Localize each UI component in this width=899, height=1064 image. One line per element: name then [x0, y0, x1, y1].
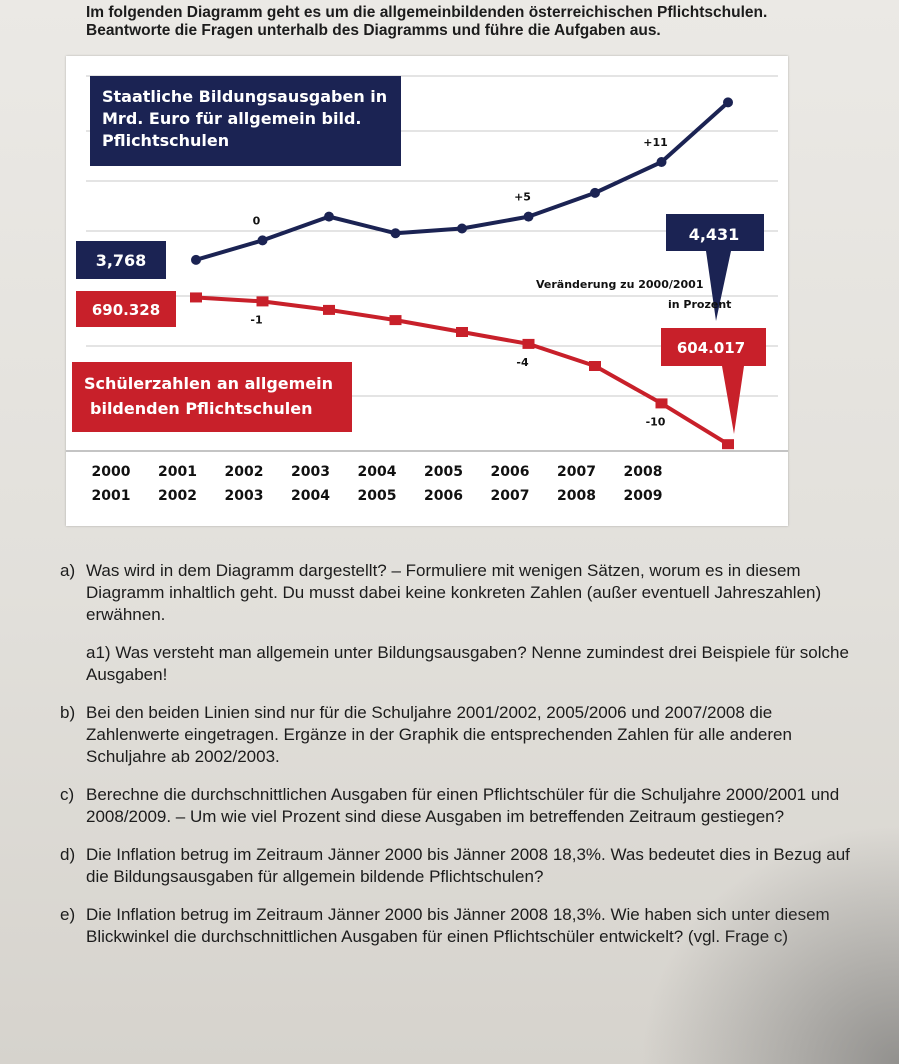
chart: Staatliche Bildungsausgaben in Mrd. Euro…: [66, 56, 788, 526]
question-d: d) Die Inflation betrug im Zeitraum Jänn…: [60, 844, 860, 888]
change-annotation-line-2: in Prozent: [668, 298, 731, 311]
value-box-bg: [76, 291, 176, 327]
value-label-students-start: 690.328: [92, 301, 160, 319]
legend-expenditure-line-1: Staatliche Bildungsausgaben in: [102, 87, 387, 106]
data-point: [522, 338, 535, 349]
value-label-expenditure-start: 3,768: [96, 251, 147, 270]
question-label: a1): [86, 643, 111, 662]
x-tick-label: 2006: [424, 488, 463, 504]
question-text: Was wird in dem Diagramm dargestellt? – …: [86, 561, 822, 624]
data-point: [457, 223, 467, 234]
intro-text: Im folgenden Diagramm geht es um die all…: [86, 4, 886, 40]
data-point: [723, 97, 733, 108]
data-point: [191, 254, 201, 265]
x-tick-label: 2000: [92, 464, 131, 480]
percent-change-label: -10: [646, 415, 666, 428]
legend-expenditure: Staatliche Bildungsausgaben in Mrd. Euro…: [90, 76, 401, 166]
legend-students-line-1: Schülerzahlen an allgemein: [84, 374, 333, 393]
question-body: Was versteht man allgemein unter Bildung…: [86, 643, 849, 684]
question-label: e): [60, 905, 76, 924]
question-text-a1: a1) Was versteht man allgemein unter Bil…: [86, 642, 860, 686]
data-point: [256, 296, 269, 307]
x-tick-label: 2006: [491, 464, 530, 480]
x-tick-label: 2007: [557, 464, 596, 480]
x-tick-label: 2004: [291, 488, 330, 504]
data-point: [257, 235, 268, 246]
question-text: Die Inflation betrug im Zeitraum Jänner …: [86, 845, 850, 886]
data-point: [589, 361, 601, 371]
x-tick-label: 2005: [358, 488, 397, 504]
question-label: c): [60, 785, 75, 804]
value-box-expenditure-end: 4,431: [666, 214, 764, 321]
data-point: [190, 292, 202, 303]
intro-line-1: Im folgenden Diagramm geht es um die all…: [86, 4, 768, 21]
x-tick-label: 2007: [491, 488, 530, 504]
legend-expenditure-line-2: Mrd. Euro für allgemein bild.: [102, 109, 362, 128]
value-box-bg: [666, 214, 764, 321]
data-point: [523, 211, 534, 222]
x-tick-label: 2004: [358, 464, 397, 480]
data-point: [722, 439, 734, 450]
data-point: [656, 157, 667, 167]
x-tick-label: 2003: [225, 488, 264, 504]
value-box-expenditure-start: 3,768: [76, 241, 166, 279]
percent-change-labels: 0 +5 +11 -1 -4 -10: [250, 136, 667, 428]
chart-canvas: Staatliche Bildungsausgaben in Mrd. Euro…: [66, 75, 788, 504]
data-point: [655, 398, 668, 409]
percent-change-label: +5: [514, 191, 531, 204]
data-point: [390, 228, 401, 239]
x-tick-label: 2008: [557, 488, 596, 504]
question-text: Bei den beiden Linien sind nur für die S…: [86, 703, 792, 766]
legend-students: Schülerzahlen an allgemein bildenden Pfl…: [72, 362, 352, 432]
value-box-bg: [76, 241, 166, 279]
x-tick-label: 2002: [158, 488, 197, 504]
value-box-students-start: 690.328: [76, 291, 176, 327]
question-label: a): [60, 561, 76, 580]
question-c: c) Berechne die durchschnittlichen Ausga…: [60, 784, 860, 828]
series-points-expenditure: [191, 97, 733, 265]
percent-change-label: +11: [643, 136, 668, 149]
value-box-bg: [661, 328, 766, 434]
data-point: [389, 315, 402, 326]
question-a: a) Was wird in dem Diagramm dargestellt?…: [60, 560, 860, 626]
x-tick-label: 2002: [225, 464, 264, 480]
x-tick-label: 2001: [158, 464, 197, 480]
value-box-students-end: 604.017: [661, 328, 766, 434]
legend-students-line-2: bildenden Pflichtschulen: [90, 399, 313, 418]
intro-line-2: Beantworte die Fragen unterhalb des Diag…: [86, 22, 661, 39]
x-tick-label: 2001: [92, 488, 131, 504]
legend-students-box: [72, 362, 352, 432]
percent-change-label: 0: [253, 214, 261, 227]
change-annotation-line-1: Veränderung zu 2000/2001: [536, 278, 704, 291]
question-a1: a1) Was versteht man allgemein unter Bil…: [86, 642, 860, 686]
legend-expenditure-box: [90, 76, 401, 166]
value-label-students-end: 604.017: [677, 339, 745, 357]
question-label: d): [60, 845, 76, 864]
data-point: [590, 187, 600, 198]
x-axis-labels: 2000 2001 2001 2002 2002 2003 2003 2004 2004 2005…: [92, 464, 663, 504]
series-points-students: [190, 292, 734, 450]
percent-change-label: -4: [516, 356, 529, 369]
data-point: [323, 304, 335, 315]
x-tick-label: 2005: [424, 464, 463, 480]
question-e: e) Die Inflation betrug im Zeitraum Jänn…: [60, 904, 860, 948]
question-text: Die Inflation betrug im Zeitraum Jänner …: [86, 905, 830, 946]
legend-expenditure-line-3: Pflichtschulen: [102, 131, 229, 150]
data-point: [456, 327, 468, 337]
question-b: b) Bei den beiden Linien sind nur für di…: [60, 702, 860, 768]
x-tick-label: 2008: [624, 464, 663, 480]
value-label-expenditure-end: 4,431: [689, 225, 740, 244]
question-text: Berechne die durchschnittlichen Ausgaben…: [86, 785, 840, 826]
question-list: a) Was wird in dem Diagramm dargestellt?…: [60, 560, 860, 964]
percent-change-label: -1: [250, 313, 262, 326]
question-label: b): [60, 703, 76, 722]
x-tick-label: 2003: [291, 464, 330, 480]
data-point: [324, 211, 334, 222]
x-tick-label: 2009: [624, 488, 663, 504]
